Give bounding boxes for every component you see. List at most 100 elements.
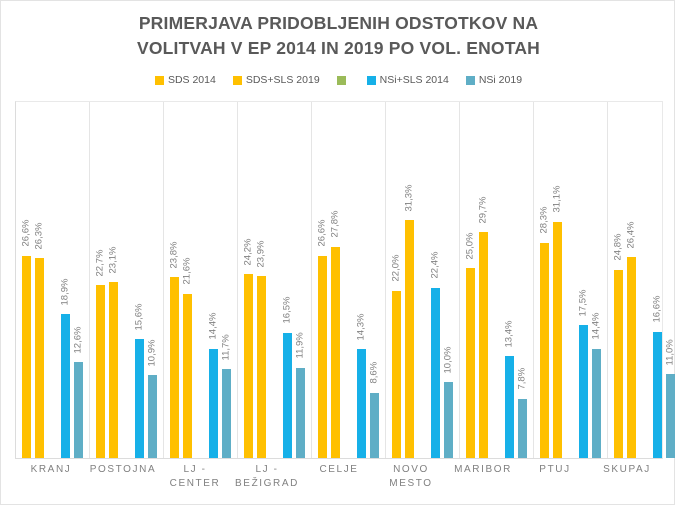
bar-slot: 22,4% bbox=[429, 102, 440, 458]
bar[interactable] bbox=[627, 257, 636, 458]
bar[interactable] bbox=[466, 268, 475, 458]
bar-slot: 26,6% bbox=[316, 102, 327, 458]
bar-value-label: 29,7% bbox=[477, 196, 488, 224]
bar[interactable] bbox=[540, 242, 549, 458]
legend-item[interactable]: SDS+SLS 2019 bbox=[232, 74, 320, 86]
bar[interactable] bbox=[96, 285, 105, 458]
bar[interactable] bbox=[505, 356, 514, 458]
bar[interactable] bbox=[183, 293, 192, 458]
category-axis-label: POSTOJNA bbox=[89, 464, 157, 475]
bar[interactable] bbox=[553, 221, 562, 458]
bar-slot bbox=[196, 102, 205, 458]
bar-slot: 26,6% bbox=[20, 102, 31, 458]
bar[interactable] bbox=[370, 392, 379, 458]
bar-value-label: 26,3% bbox=[33, 222, 44, 250]
bar-group: 22,0% 31,3% 22,4% 10,0% bbox=[386, 102, 459, 458]
bar-value-label: 23,1% bbox=[107, 246, 118, 274]
bar[interactable] bbox=[148, 375, 157, 458]
bar-value-label: 14,4% bbox=[590, 312, 601, 340]
bar-value-label: 11,9% bbox=[294, 332, 305, 359]
bar[interactable] bbox=[318, 255, 327, 458]
bar-value-label: 23,9% bbox=[255, 240, 266, 268]
bar[interactable] bbox=[444, 382, 453, 458]
bar-value-label: 23,8% bbox=[168, 241, 179, 269]
bar[interactable] bbox=[614, 269, 623, 458]
category-group: 24,8% 26,4% 16,6% 11,0% bbox=[608, 102, 675, 458]
bar[interactable] bbox=[74, 362, 83, 458]
bar-value-label: 26,4% bbox=[625, 221, 636, 249]
category-group: 28,3% 31,1% 17,5% 14,4% bbox=[534, 102, 608, 458]
bar[interactable] bbox=[222, 369, 231, 458]
bar-value-label: 10,9% bbox=[146, 339, 157, 367]
bar[interactable] bbox=[296, 367, 305, 458]
legend-swatch-icon bbox=[465, 75, 475, 85]
bar-slot bbox=[566, 102, 575, 458]
bar-slot: 29,7% bbox=[477, 102, 488, 458]
bar-slot: 28,3% bbox=[538, 102, 549, 458]
bar-slot: 12,6% bbox=[72, 102, 83, 458]
bar-slot bbox=[270, 102, 279, 458]
bar-slot: 21,6% bbox=[181, 102, 192, 458]
bar[interactable] bbox=[405, 220, 414, 458]
bar[interactable] bbox=[22, 255, 31, 458]
bar[interactable] bbox=[357, 349, 366, 458]
legend-item[interactable]: NSi 2019 bbox=[465, 75, 522, 86]
legend-item[interactable]: NSi+SLS 2014 bbox=[366, 75, 449, 86]
bar[interactable] bbox=[518, 398, 527, 458]
bar-slot: 24,8% bbox=[612, 102, 623, 458]
bar[interactable] bbox=[244, 274, 253, 458]
bar-slot: 11,0% bbox=[664, 102, 675, 458]
legend-swatch-icon bbox=[336, 75, 346, 85]
bar[interactable] bbox=[331, 246, 340, 458]
category-group: 26,6% 26,3% 18,9% 12,6% bbox=[16, 102, 90, 458]
bar-slot: 13,4% bbox=[503, 102, 514, 458]
category-axis-label: LJ - CENTER bbox=[169, 464, 221, 489]
legend-swatch-icon bbox=[366, 75, 376, 85]
bar-slot: 22,7% bbox=[94, 102, 105, 458]
bar[interactable] bbox=[209, 348, 218, 458]
bar-slot: 15,6% bbox=[133, 102, 144, 458]
bar[interactable] bbox=[579, 325, 588, 458]
bar-slot: 24,2% bbox=[242, 102, 253, 458]
legend-item[interactable] bbox=[336, 75, 350, 85]
legend-item[interactable]: SDS 2014 bbox=[154, 75, 216, 86]
bar[interactable] bbox=[431, 287, 440, 458]
bar-value-label: 14,3% bbox=[355, 313, 366, 341]
category-group: 25,0% 29,7% 13,4% 7,8% bbox=[460, 102, 534, 458]
bar-slot: 11,7% bbox=[220, 102, 231, 458]
bar-slot bbox=[48, 102, 57, 458]
bar-slot: 31,1% bbox=[551, 102, 562, 458]
legend-label: SDS+SLS 2019 bbox=[245, 74, 320, 86]
category-axis-label: SKUPAJ bbox=[603, 464, 651, 475]
bar[interactable] bbox=[135, 339, 144, 458]
bar-value-label: 11,7% bbox=[220, 333, 231, 361]
bar[interactable] bbox=[170, 277, 179, 458]
bar-value-label: 11,0% bbox=[664, 339, 675, 366]
bar-value-label: 28,3% bbox=[538, 206, 549, 234]
bar[interactable] bbox=[653, 331, 662, 458]
bar-slot bbox=[418, 102, 427, 458]
bar-value-label: 21,6% bbox=[181, 257, 192, 285]
bar-slot: 22,0% bbox=[390, 102, 401, 458]
category-axis-label: CELJE bbox=[319, 464, 359, 475]
bar-value-label: 13,4% bbox=[503, 320, 514, 348]
category-axis-label: LJ - BEŽIGRAD bbox=[235, 464, 299, 489]
bar-value-label: 24,2% bbox=[242, 238, 253, 266]
bar[interactable] bbox=[392, 290, 401, 458]
bar[interactable] bbox=[61, 314, 70, 458]
bar[interactable] bbox=[35, 258, 44, 458]
category-group: 22,0% 31,3% 22,4% 10,0% bbox=[386, 102, 460, 458]
bar[interactable] bbox=[592, 348, 601, 458]
bar-value-label: 10,0% bbox=[442, 346, 453, 373]
bar-value-label: 12,6% bbox=[72, 326, 83, 354]
bar-slot: 8,6% bbox=[368, 102, 379, 458]
bar[interactable] bbox=[666, 374, 675, 458]
bar[interactable] bbox=[479, 232, 488, 458]
bar[interactable] bbox=[283, 332, 292, 458]
bar-slot: 10,9% bbox=[146, 102, 157, 458]
category-axis: KRANJ POSTOJNA LJ - CENTER LJ - BEŽIGRAD CEL… bbox=[15, 463, 663, 490]
bar[interactable] bbox=[109, 282, 118, 458]
bar[interactable] bbox=[257, 276, 266, 458]
bar-value-label: 26,6% bbox=[20, 219, 31, 247]
bar-group: 24,2% 23,9% 16,5% 11,9% bbox=[238, 102, 311, 458]
